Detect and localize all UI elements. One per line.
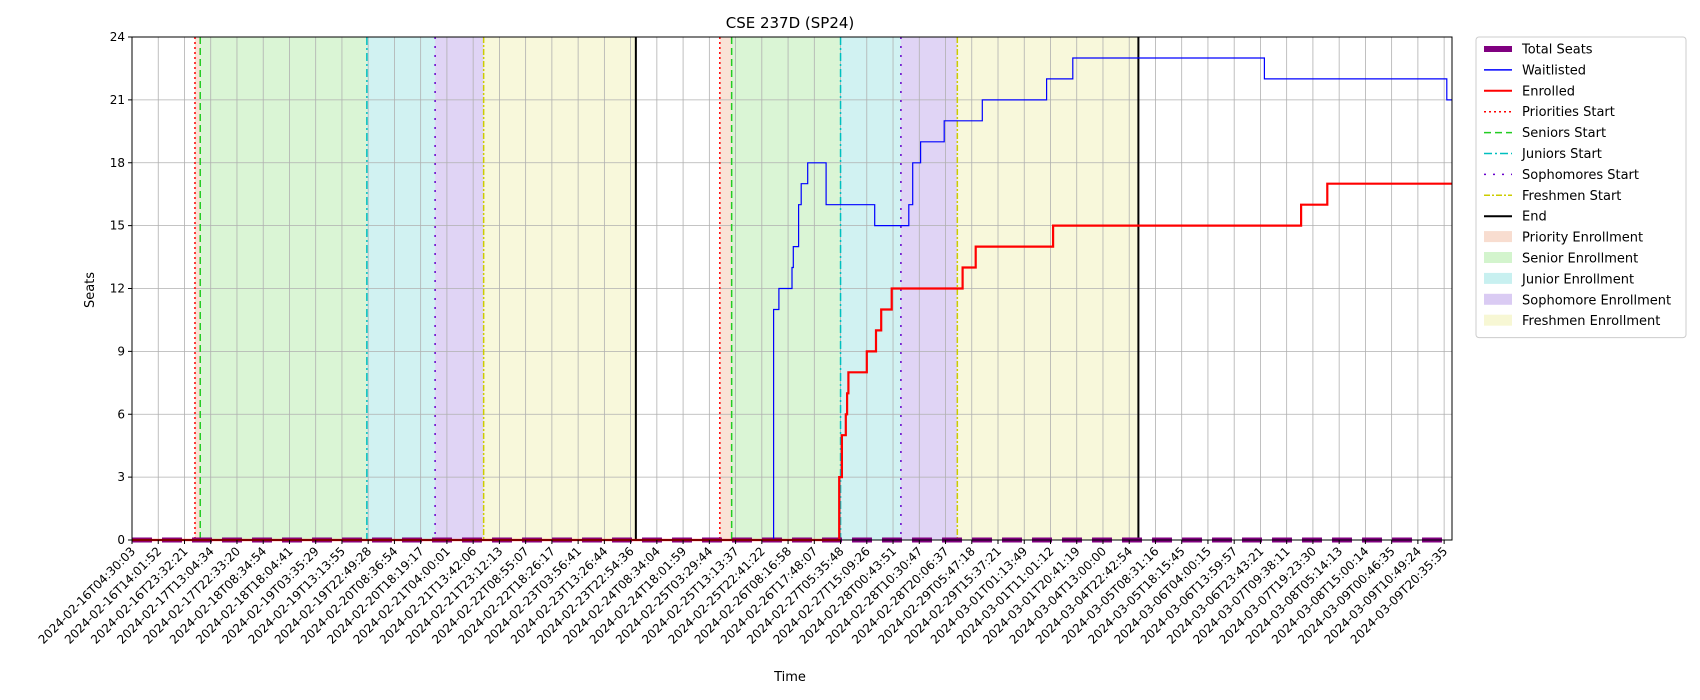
legend-swatch [1484, 272, 1512, 284]
legend-label: Priority Enrollment [1522, 231, 1643, 246]
y-tick-label: 24 [110, 30, 125, 44]
y-tick-label: 9 [117, 344, 125, 358]
series-enrolled [132, 182, 1452, 542]
y-tick-label: 3 [117, 470, 125, 484]
legend-label: Junior Enrollment [1521, 272, 1634, 287]
y-axis-label: Seats [83, 272, 98, 308]
legend-item-enrolled: Enrolled [1484, 84, 1575, 99]
legend-label: Seniors Start [1522, 126, 1606, 141]
legend-label: Freshmen Enrollment [1522, 314, 1660, 329]
legend-item-end: End [1484, 210, 1547, 225]
legend-frame [1475, 36, 1687, 339]
y-tick-label: 18 [110, 156, 125, 170]
legend-item-juniors-start: Juniors Start [1484, 147, 1602, 162]
legend-item-freshmen-enrollment: Freshmen Enrollment [1484, 314, 1660, 329]
legend-label: Priorities Start [1522, 105, 1615, 120]
legend-item-sophomore-enrollment: Sophomore Enrollment [1484, 293, 1671, 308]
legend-item-total-seats: Total Seats [1484, 43, 1593, 58]
legend-label: End [1522, 210, 1547, 225]
legend-label: Senior Enrollment [1522, 252, 1638, 267]
legend-label: Sophomore Enrollment [1522, 293, 1671, 308]
legend: Total Seats Waitlisted Enrolled Priorities … [1475, 36, 1687, 339]
y-tick-label: 12 [110, 282, 125, 296]
legend-label: Enrolled [1522, 84, 1575, 99]
legend-label: Sophomores Start [1522, 168, 1639, 183]
chart-title: CSE 237D (SP24) [726, 14, 855, 32]
y-tick-label: 0 [117, 533, 125, 547]
legend-swatch [1484, 314, 1512, 326]
legend-item-junior-enrollment: Junior Enrollment [1484, 272, 1634, 287]
x-axis-label: Time [773, 670, 806, 685]
legend-item-freshmen-start: Freshmen Start [1484, 189, 1621, 204]
plot-area: 036912151821242024-02-16T04:30:032024-02… [36, 30, 1453, 647]
y-tick-label: 21 [110, 93, 125, 107]
legend-item-priorities-start: Priorities Start [1484, 105, 1615, 120]
legend-item-senior-enrollment: Senior Enrollment [1484, 252, 1638, 267]
legend-item-seniors-start: Seniors Start [1484, 126, 1606, 141]
legend-label: Juniors Start [1521, 147, 1602, 162]
legend-label: Total Seats [1521, 43, 1593, 58]
legend-item-waitlisted: Waitlisted [1484, 63, 1586, 78]
legend-swatch [1484, 231, 1512, 243]
legend-label: Waitlisted [1522, 63, 1586, 78]
legend-swatch [1484, 293, 1512, 305]
legend-swatch [1484, 252, 1512, 263]
legend-label: Freshmen Start [1522, 189, 1621, 204]
series-waitlisted [132, 57, 1452, 541]
legend-item-priority-enrollment: Priority Enrollment [1484, 231, 1643, 246]
legend-item-sophomores-start: Sophomores Start [1484, 168, 1639, 183]
y-tick-label: 6 [117, 407, 125, 421]
y-tick-label: 15 [110, 219, 125, 233]
